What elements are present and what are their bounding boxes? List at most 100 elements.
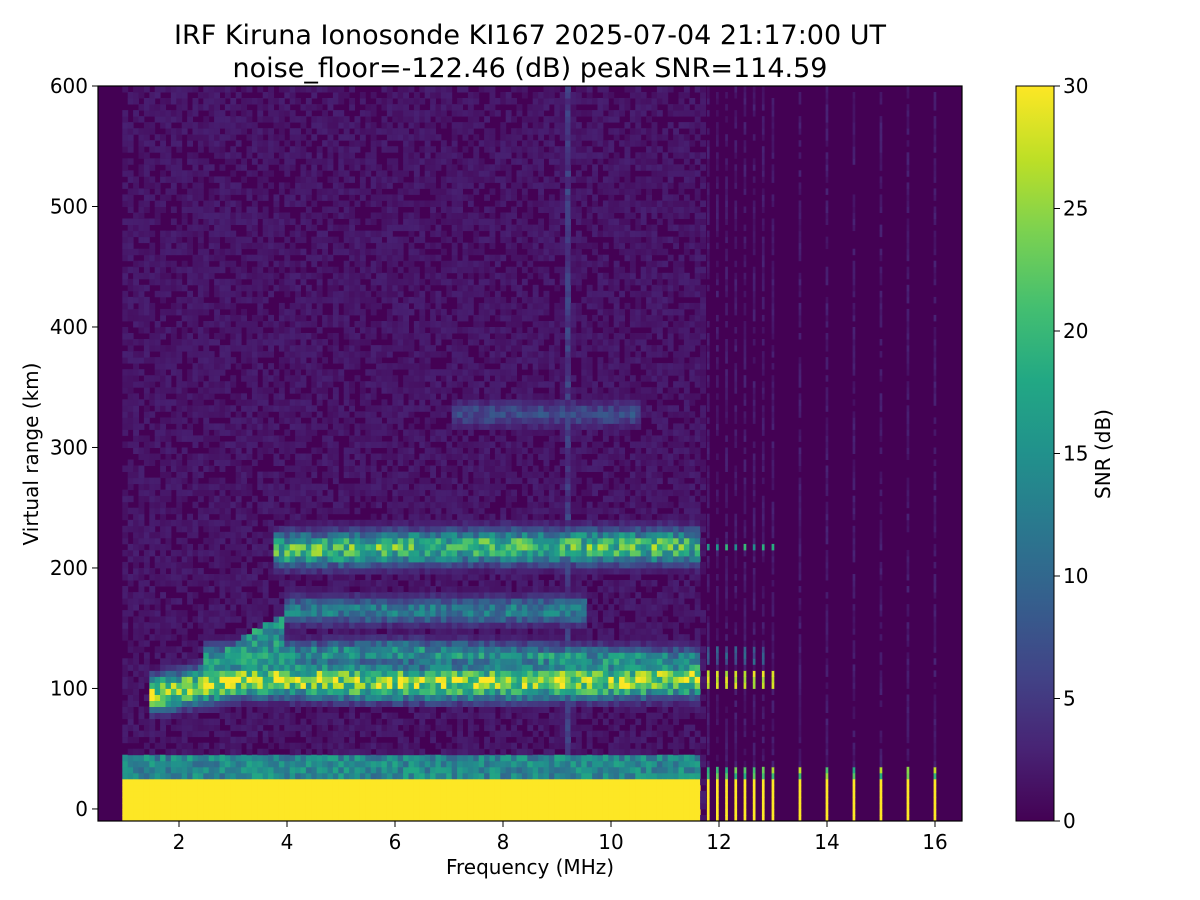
heatmap-cell [257, 260, 264, 268]
heatmap-cell [262, 646, 269, 653]
heatmap-cell [224, 730, 231, 738]
heatmap-cell [311, 772, 318, 780]
heatmap-cell [311, 116, 318, 123]
heatmap-cell [203, 772, 210, 780]
heatmap-cell [181, 772, 188, 780]
heatmap-cell [408, 682, 415, 689]
heatmap-cell [397, 760, 404, 768]
heatmap-cell [219, 465, 226, 472]
heatmap-cell [397, 682, 404, 689]
heatmap-cell [230, 519, 237, 527]
heatmap-cell [403, 218, 409, 225]
heatmap-cell [284, 742, 291, 750]
heatmap-cell [386, 327, 393, 334]
heatmap-cell [332, 634, 339, 641]
heatmap-cell [413, 730, 420, 738]
heatmap-cell [408, 345, 415, 352]
heatmap-cell [300, 634, 307, 641]
heatmap-cell [278, 471, 285, 479]
heatmap-cell [241, 465, 247, 472]
heatmap-cell [370, 616, 377, 623]
heatmap-cell [246, 682, 253, 689]
heatmap-cell [284, 477, 291, 485]
heatmap-cell [311, 339, 318, 346]
heatmap-cell [214, 580, 220, 587]
heatmap-cell [246, 254, 253, 262]
heatmap-cell [305, 489, 312, 497]
heatmap-cell [143, 724, 150, 732]
heatmap-cell [273, 483, 280, 491]
heatmap-cell [122, 266, 129, 274]
heatmap-cell [208, 266, 215, 274]
heatmap-cell [316, 212, 323, 219]
heatmap-cell [165, 272, 172, 280]
heatmap-cell [160, 658, 166, 665]
heatmap-cell [386, 658, 393, 665]
heatmap-cell [278, 531, 285, 539]
heatmap-cell [392, 387, 399, 394]
heatmap-cell [392, 507, 399, 515]
heatmap-cell [143, 218, 150, 225]
heatmap-cell [370, 453, 377, 460]
heatmap-cell [365, 622, 372, 629]
heatmap-cell [214, 616, 220, 623]
heatmap-cell [397, 742, 404, 750]
heatmap-cell [246, 694, 253, 701]
heatmap-cell [397, 242, 404, 250]
heatmap-cell [187, 513, 193, 521]
heatmap-cell [386, 146, 393, 153]
heatmap-cell [289, 790, 296, 798]
heatmap-cell [386, 646, 393, 653]
heatmap-cell [268, 688, 274, 695]
heatmap-cell [311, 658, 318, 665]
heatmap-cell [295, 423, 301, 430]
heatmap-cell [311, 242, 318, 250]
heatmap-cell [138, 598, 145, 605]
heatmap-cell [154, 790, 161, 798]
heatmap-cell [278, 321, 285, 328]
heatmap-cell [376, 242, 382, 250]
heatmap-cell [289, 712, 296, 720]
heatmap-cell [176, 296, 183, 304]
heatmap-cell [257, 616, 264, 623]
heatmap-cell [187, 664, 193, 671]
heatmap-cell [203, 766, 210, 774]
heatmap-cell [370, 634, 377, 641]
heatmap-cell [376, 682, 382, 689]
heatmap-cell [214, 760, 220, 768]
heatmap-cell [143, 598, 150, 605]
heatmap-cell [143, 230, 150, 238]
heatmap-cell [176, 574, 183, 581]
heatmap-cell [273, 640, 280, 647]
heatmap-cell [246, 736, 253, 744]
heatmap-cell [322, 254, 328, 262]
heatmap-cell [268, 790, 274, 798]
heatmap-cell [133, 321, 139, 328]
heatmap-cell [300, 778, 307, 786]
heatmap-cell [284, 604, 291, 611]
heatmap-cell [208, 489, 215, 497]
heatmap-cell [311, 592, 318, 599]
heatmap-cell [284, 465, 291, 472]
heatmap-cell [300, 321, 307, 328]
heatmap-cell [251, 327, 258, 334]
heatmap-cell [316, 423, 323, 430]
heatmap-cell [322, 194, 328, 201]
heatmap-cell [311, 86, 318, 93]
heatmap-cell [370, 146, 377, 153]
heatmap-cell [359, 110, 366, 117]
heatmap-cell [408, 242, 415, 250]
heatmap-cell [208, 706, 215, 713]
heatmap-cell [143, 158, 150, 165]
heatmap-cell [386, 206, 393, 213]
heatmap-cell [192, 483, 199, 491]
heatmap-cell [289, 98, 296, 105]
heatmap-cell [219, 549, 226, 557]
heatmap-cell [311, 417, 318, 424]
heatmap-cell [246, 580, 253, 587]
heatmap-cell [127, 646, 134, 653]
heatmap-cell [192, 652, 199, 659]
heatmap-cell [273, 766, 280, 774]
heatmap-cell [295, 483, 301, 491]
heatmap-cell [268, 495, 274, 503]
